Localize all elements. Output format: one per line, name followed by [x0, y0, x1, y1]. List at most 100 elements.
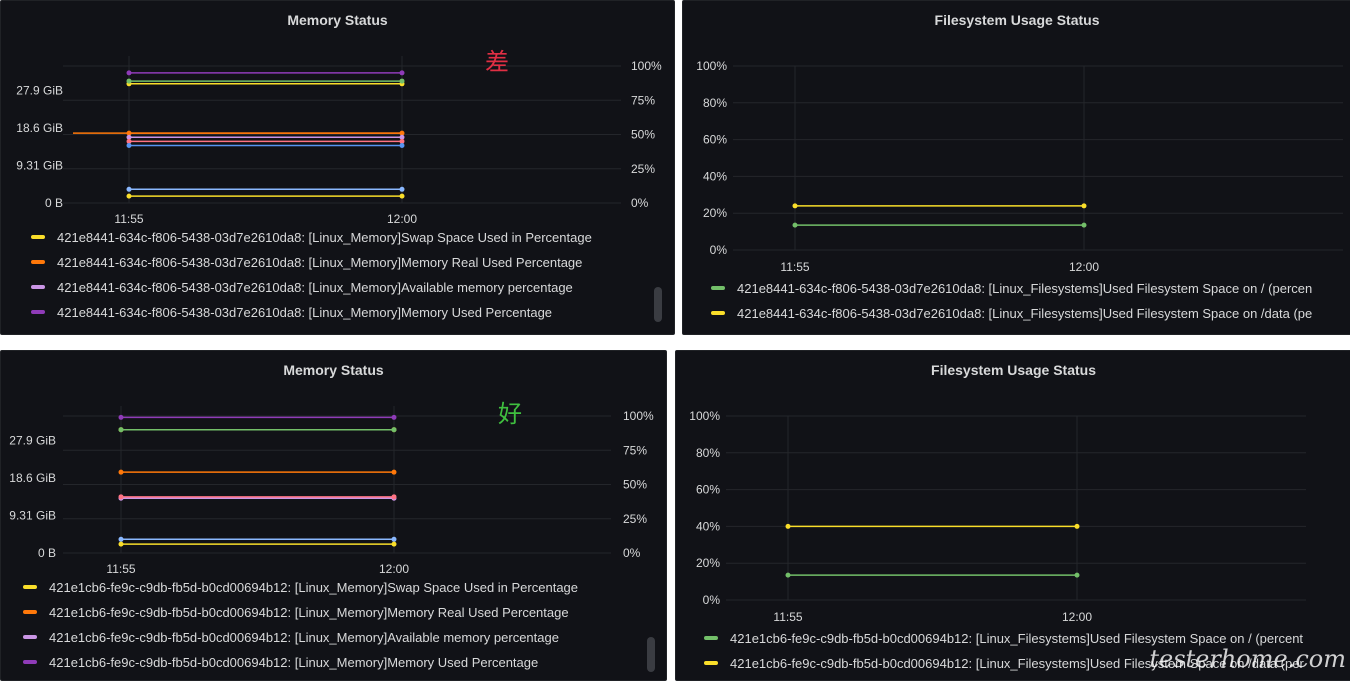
legend-item[interactable]: 421e8441-634c-f806-5438-03d7e2610da8: [L…: [31, 229, 592, 245]
top-memory-chart: 100% 75% 50% 25% 0% 27.9 GiB 18.6 GiB 9.31 GiB 0…: [16, 56, 662, 226]
data-point: [399, 70, 405, 76]
y-tick-label: 9.31 GiB: [9, 509, 56, 523]
legend-item[interactable]: 421e1cb6-fe9c-c9db-fb5d-b0cd00694b12: [L…: [23, 654, 538, 670]
legend-label: 421e8441-634c-f806-5438-03d7e2610da8: [L…: [57, 229, 592, 245]
data-point: [126, 70, 132, 76]
y-tick-label: 18.6 GiB: [16, 121, 63, 135]
y-tick-label: 0%: [631, 196, 649, 210]
data-point: [118, 541, 124, 547]
y-tick-label: 50%: [623, 478, 647, 492]
legend-item[interactable]: 421e8441-634c-f806-5438-03d7e2610da8: [L…: [31, 279, 573, 295]
data-point: [1081, 203, 1087, 209]
legend-swatch: [704, 661, 718, 665]
data-point: [1081, 222, 1087, 228]
y-tick-label: 25%: [623, 512, 647, 526]
legend-label: 421e1cb6-fe9c-c9db-fb5d-b0cd00694b12: [L…: [730, 655, 1304, 671]
top-filesystem-chart: 100% 80% 60% 40% 20% 0% 11:55 12:00: [696, 59, 1343, 274]
x-tick-label: 12:00: [387, 212, 417, 226]
panel-title[interactable]: Filesystem Usage Status: [931, 362, 1096, 378]
data-point: [391, 414, 397, 420]
legend-swatch: [31, 285, 45, 289]
data-point: [399, 138, 405, 144]
legend-label: 421e1cb6-fe9c-c9db-fb5d-b0cd00694b12: [L…: [49, 654, 539, 670]
legend-item[interactable]: 421e1cb6-fe9c-c9db-fb5d-b0cd00694b12: [L…: [23, 604, 569, 620]
legend-item[interactable]: 421e8441-634c-f806-5438-03d7e2610da8: [L…: [31, 304, 552, 320]
data-point: [792, 222, 798, 228]
legend-label: 421e8441-634c-f806-5438-03d7e2610da8: [L…: [57, 279, 573, 295]
data-point: [1074, 523, 1080, 529]
top-filesystem-panel: Filesystem Usage Status 100% 80% 60% 40% 20%…: [682, 0, 1350, 335]
data-point: [399, 193, 405, 199]
legend-swatch: [23, 635, 37, 639]
legend-item[interactable]: 421e8441-634c-f806-5438-03d7e2610da8: [L…: [711, 305, 1312, 321]
top-memory-panel: Memory Status 100% 75% 50% 25% 0% 27.9 GiB 18.…: [0, 0, 675, 335]
legend-swatch: [31, 310, 45, 314]
watermark: testerhome.com: [1149, 645, 1346, 673]
y-tick-label: 100%: [689, 409, 720, 423]
legend-scrollbar[interactable]: [654, 287, 662, 322]
bottom-memory-chart: 100% 75% 50% 25% 0% 27.9 GiB 18.6 GiB 9.31 GiB 0…: [9, 406, 654, 576]
legend-scrollbar[interactable]: [647, 637, 655, 672]
data-point: [391, 536, 397, 542]
data-point: [126, 78, 132, 84]
x-tick-label: 12:00: [379, 562, 409, 576]
bottom-filesystem-panel: Filesystem Usage Status 100% 80% 60% 40% 20%…: [675, 350, 1350, 681]
y-tick-label: 100%: [696, 59, 727, 73]
legend-item[interactable]: 421e8441-634c-f806-5438-03d7e2610da8: [L…: [31, 254, 582, 270]
panel-title[interactable]: Memory Status: [283, 362, 384, 378]
data-point: [399, 78, 405, 84]
y-tick-label: 40%: [696, 519, 720, 533]
legend-item[interactable]: 421e1cb6-fe9c-c9db-fb5d-b0cd00694b12: [L…: [704, 655, 1304, 671]
panel-title[interactable]: Filesystem Usage Status: [934, 12, 1100, 28]
legend-label: 421e8441-634c-f806-5438-03d7e2610da8: [L…: [57, 254, 583, 270]
data-point: [391, 541, 397, 547]
legend-item[interactable]: 421e1cb6-fe9c-c9db-fb5d-b0cd00694b12: [L…: [704, 630, 1303, 646]
data-point: [118, 494, 124, 500]
y-tick-label: 80%: [703, 96, 727, 110]
y-tick-label: 75%: [623, 443, 647, 457]
legend-item[interactable]: 421e8441-634c-f806-5438-03d7e2610da8: [L…: [711, 280, 1312, 296]
data-point: [126, 193, 132, 199]
data-point: [391, 494, 397, 500]
x-tick-label: 12:00: [1062, 610, 1092, 624]
data-point: [118, 427, 124, 433]
data-point: [399, 142, 405, 148]
y-tick-label: 50%: [631, 128, 655, 142]
panel-title[interactable]: Memory Status: [287, 12, 388, 28]
data-point: [118, 469, 124, 475]
x-tick-label: 11:55: [106, 562, 135, 576]
legend-label: 421e1cb6-fe9c-c9db-fb5d-b0cd00694b12: [L…: [730, 630, 1304, 646]
data-point: [391, 469, 397, 475]
data-point: [399, 134, 405, 140]
legend-item[interactable]: 421e1cb6-fe9c-c9db-fb5d-b0cd00694b12: [L…: [23, 629, 559, 645]
y-tick-label: 25%: [631, 162, 655, 176]
y-tick-label: 0 B: [45, 196, 63, 210]
annotation-bad: 差: [485, 49, 509, 76]
y-tick-label: 9.31 GiB: [16, 159, 63, 173]
data-point: [126, 186, 132, 192]
data-point: [792, 203, 798, 209]
data-point: [391, 427, 397, 433]
legend-label: 421e1cb6-fe9c-c9db-fb5d-b0cd00694b12: [L…: [49, 629, 559, 645]
legend-label: 421e1cb6-fe9c-c9db-fb5d-b0cd00694b12: [L…: [49, 579, 579, 595]
data-point: [126, 138, 132, 144]
data-point: [118, 536, 124, 542]
legend-swatch: [31, 235, 45, 239]
legend-item[interactable]: 421e1cb6-fe9c-c9db-fb5d-b0cd00694b12: [L…: [23, 579, 578, 595]
x-tick-label: 11:55: [114, 212, 143, 226]
legend-swatch: [23, 610, 37, 614]
x-tick-label: 11:55: [780, 260, 809, 274]
legend-swatch: [31, 260, 45, 264]
x-tick-label: 11:55: [773, 610, 802, 624]
x-tick-label: 12:00: [1069, 260, 1099, 274]
legend-label: 421e8441-634c-f806-5438-03d7e2610da8: [L…: [57, 304, 553, 320]
data-point: [785, 572, 791, 578]
y-tick-label: 20%: [703, 206, 727, 220]
bottom-memory-panel: Memory Status 100% 75% 50% 25% 0% 27.9 GiB 18.…: [0, 350, 667, 681]
data-point: [785, 523, 791, 529]
legend-swatch: [23, 585, 37, 589]
y-tick-label: 0%: [710, 243, 728, 257]
y-tick-label: 80%: [696, 446, 720, 460]
y-tick-label: 0%: [703, 593, 721, 607]
y-tick-label: 60%: [703, 133, 727, 147]
